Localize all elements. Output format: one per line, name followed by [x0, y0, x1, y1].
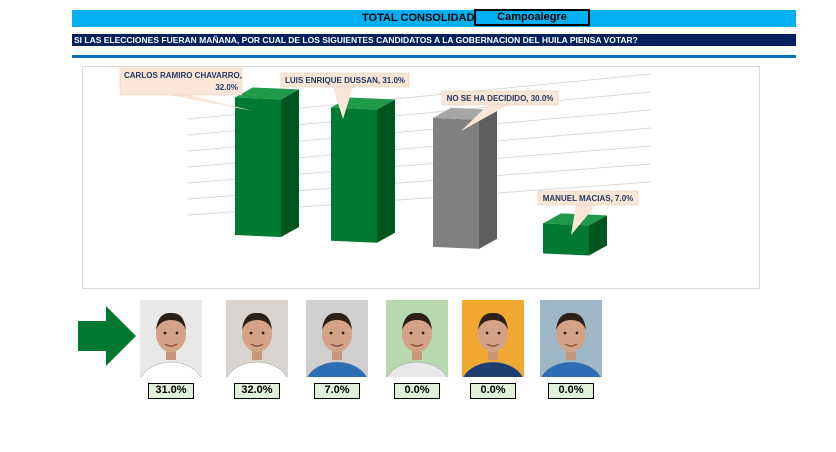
callout-pointer	[461, 105, 508, 131]
candidate-photo	[540, 300, 602, 377]
total-label: TOTAL CONSOLIDADO	[362, 12, 483, 24]
candidate-percentage: 7.0%	[314, 383, 360, 399]
bar-side	[479, 109, 497, 249]
callout-box	[441, 90, 559, 106]
divider	[72, 55, 796, 58]
callout-pointer	[333, 87, 353, 119]
data-label: MANUEL MACIAS, 7.0%	[543, 194, 634, 203]
bar	[543, 223, 589, 256]
callout-box	[280, 72, 410, 88]
question-bar: SI LAS ELECCIONES FUERAN MAÑANA, POR CUA…	[72, 34, 796, 46]
candidate-percentage: 31.0%	[148, 383, 194, 399]
bar	[433, 117, 479, 249]
data-label: LUIS ENRIQUE DUSSAN, 31.0%	[285, 76, 405, 85]
data-label: CARLOS RAMIRO CHAVARRO,	[124, 71, 242, 80]
bar-side	[281, 89, 299, 238]
candidate-photo	[306, 300, 368, 377]
chart-frame: CARLOS RAMIRO CHAVARRO, 32.0% LUIS ENRIQUE…	[82, 66, 760, 289]
candidate-photo	[226, 300, 288, 377]
bar	[331, 107, 377, 243]
candidate-percentage: 32.0%	[234, 383, 280, 399]
callout-box	[119, 67, 243, 96]
candidate-percentage: 0.0%	[394, 383, 440, 399]
bar-side	[589, 215, 607, 256]
bar-side	[377, 99, 395, 243]
candidate-photo	[462, 300, 524, 377]
bar-top	[235, 87, 299, 100]
candidate-percentage: 0.0%	[470, 383, 516, 399]
arrow-right-icon	[78, 306, 136, 366]
callout-pointer	[169, 95, 253, 111]
municipality-selector[interactable]: Campoalegre	[474, 9, 590, 26]
bar-chart: CARLOS RAMIRO CHAVARRO, 32.0% LUIS ENRIQUE…	[119, 67, 652, 256]
callout-pointer	[571, 205, 596, 235]
bar	[235, 97, 281, 238]
candidate-photo	[386, 300, 448, 377]
candidate-percentage: 0.0%	[548, 383, 594, 399]
data-label: 32.0%	[215, 83, 238, 92]
header-bar: TOTAL CONSOLIDADO Campoalegre	[72, 9, 796, 27]
data-label: NO SE HA DECIDIDO, 30.0%	[447, 94, 554, 103]
candidate-photo	[140, 300, 202, 377]
callout-box	[537, 190, 639, 206]
